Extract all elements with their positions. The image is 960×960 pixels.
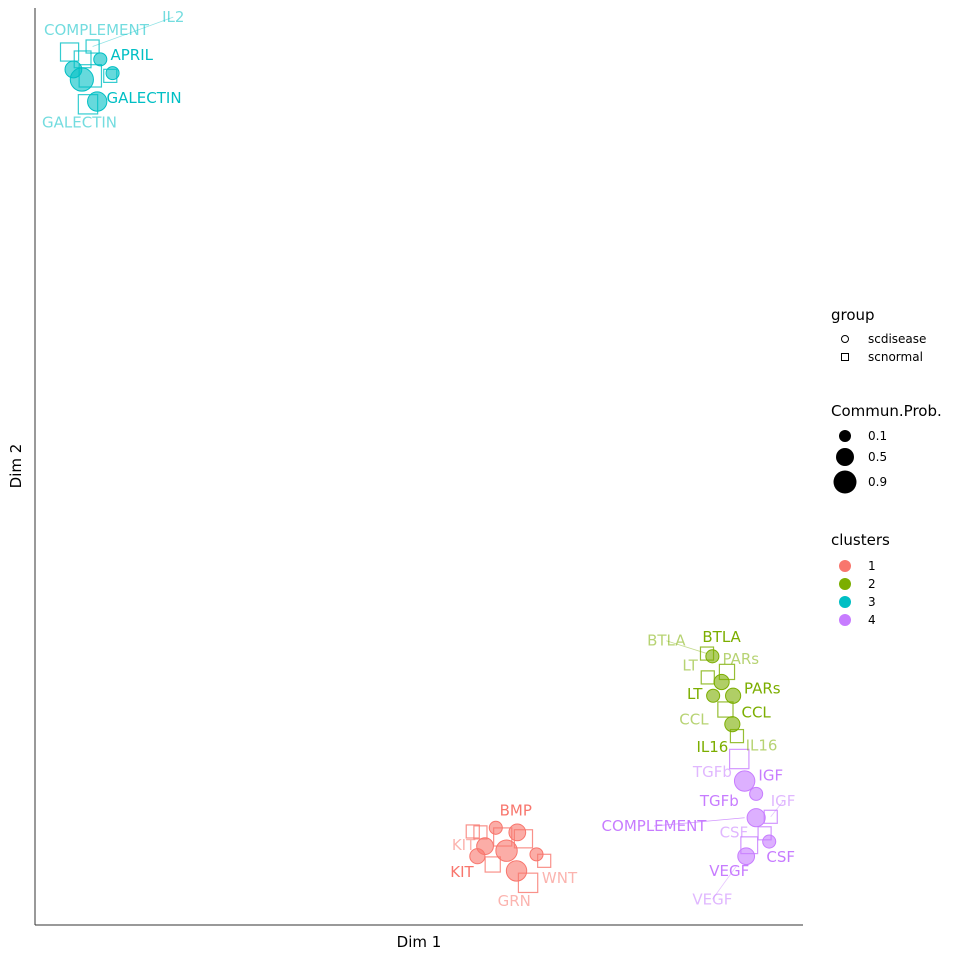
legend-cluster-item: 4 <box>868 613 876 627</box>
point-scnormal-cluster-3 <box>85 39 100 54</box>
legend-cluster-item: 2 <box>868 577 876 591</box>
x-axis-title: Dim 1 <box>397 933 442 951</box>
point-scdisease-cluster-4 <box>749 786 764 801</box>
point-scdisease-cluster-4 <box>737 847 756 866</box>
point-scdisease-cluster-1 <box>495 839 518 862</box>
point-label-csf: CSF <box>720 823 749 841</box>
leader-line <box>92 16 174 47</box>
leader-line <box>770 800 784 818</box>
legend-cluster-key <box>839 578 851 590</box>
point-label-galectin: GALECTIN <box>107 89 182 107</box>
legend-group: group scdisease scnormal <box>831 306 926 364</box>
point-label-galectin: GALECTIN <box>42 114 117 132</box>
point-scdisease-cluster-2 <box>705 649 720 664</box>
point-scnormal-cluster-3 <box>103 68 118 83</box>
point-label-vegf: VEGF <box>709 862 749 880</box>
legend-size-key <box>839 430 851 442</box>
point-scdisease-cluster-1 <box>508 823 527 842</box>
legend-size-item: 0.1 <box>868 429 887 443</box>
legend-size: Commun.Prob. 0.1 0.5 0.9 <box>831 402 942 494</box>
point-label-pars: PARs <box>744 679 781 697</box>
point-label-igf: IGF <box>758 767 783 785</box>
point-label-csf: CSF <box>766 848 795 866</box>
point-scdisease-cluster-4 <box>762 834 777 849</box>
point-scdisease-cluster-3 <box>69 67 94 92</box>
point-label-lt: LT <box>682 656 698 674</box>
leader-line <box>712 865 738 900</box>
point-labels: IL2 COMPLEMENT APRIL GALECTIN GALECTIN BMP KIT… <box>42 8 795 910</box>
point-scnormal-cluster-1 <box>484 856 501 873</box>
point-scnormal-cluster-1 <box>513 829 534 849</box>
point-scdisease-cluster-3 <box>93 52 108 67</box>
point-scdisease-cluster-4 <box>733 770 756 792</box>
point-scnormal-cluster-4 <box>728 748 750 770</box>
point-label-vegf: VEGF <box>692 890 732 908</box>
legend: group scdisease scnormal Commun.Prob. 0.… <box>831 306 942 627</box>
point-label-wnt: WNT <box>542 869 578 887</box>
point-label-pars: PARs <box>722 650 759 668</box>
point-scnormal-cluster-4 <box>763 809 778 824</box>
point-scnormal-cluster-2 <box>717 701 734 718</box>
point-label-btla: BTLA <box>702 628 741 646</box>
leader-line <box>653 817 745 827</box>
point-scnormal-cluster-1 <box>517 872 539 894</box>
point-label-ccl: CCL <box>679 711 709 729</box>
y-axis-title: Dim 2 <box>7 444 25 489</box>
point-label-il16: IL16 <box>696 738 728 756</box>
point-label-grn: GRN <box>498 892 531 910</box>
point-label-igf: IGF <box>771 792 796 810</box>
point-scdisease-cluster-1 <box>469 848 486 865</box>
legend-group-item: scdisease <box>868 332 926 346</box>
point-label-kit: KIT <box>452 836 476 854</box>
point-scnormal-cluster-3 <box>77 94 99 115</box>
legend-size-title: Commun.Prob. <box>831 402 942 420</box>
point-label-il2: IL2 <box>162 8 184 26</box>
legend-circle-key <box>841 335 849 343</box>
point-scnormal-cluster-1 <box>465 824 480 839</box>
legend-cluster-item: 3 <box>868 595 876 609</box>
legend-group-title: group <box>831 306 875 324</box>
point-label-kit: KIT <box>450 863 474 881</box>
legend-size-key <box>836 448 854 466</box>
point-label-tgfb: TGFb <box>699 792 739 810</box>
point-label-tgfb: TGFb <box>692 763 732 781</box>
legend-size-item: 0.9 <box>868 475 887 489</box>
point-label-lt: LT <box>687 685 703 703</box>
point-label-complement: COMPLEMENT <box>44 21 150 39</box>
legend-size-item: 0.5 <box>868 450 887 464</box>
point-label-april: APRIL <box>111 46 154 64</box>
point-scdisease-cluster-2 <box>724 716 741 733</box>
legend-cluster-key <box>839 614 851 626</box>
point-label-ccl: CCL <box>741 703 771 721</box>
plot-panel: IL2 COMPLEMENT APRIL GALECTIN GALECTIN BMP KIT… <box>34 8 803 926</box>
point-scnormal-cluster-2 <box>700 670 715 685</box>
legend-square-key <box>841 353 849 361</box>
point-scnormal-cluster-1 <box>537 853 552 868</box>
label-leader-lines <box>92 16 784 900</box>
legend-group-item: scnormal <box>868 350 923 364</box>
point-scdisease-cluster-1 <box>505 860 528 882</box>
point-label-bmp: BMP <box>500 801 532 819</box>
point-scnormal-cluster-2 <box>729 728 745 744</box>
legend-cluster-item: 1 <box>868 559 876 573</box>
legend-clusters-title: clusters <box>831 531 890 549</box>
point-scdisease-cluster-2 <box>713 673 730 691</box>
legend-clusters: clusters 1 2 3 4 <box>831 531 890 627</box>
data-points <box>59 39 778 894</box>
point-scnormal-cluster-3 <box>78 64 103 88</box>
legend-cluster-key <box>839 596 851 608</box>
point-scnormal-cluster-1 <box>473 825 488 840</box>
point-label-btla: BTLA <box>647 632 686 650</box>
point-scdisease-cluster-4 <box>746 808 766 828</box>
point-scnormal-cluster-3 <box>59 42 80 62</box>
point-label-complement: COMPLEMENT <box>602 817 708 835</box>
legend-cluster-key <box>839 560 851 572</box>
point-scdisease-cluster-2 <box>706 688 721 703</box>
point-scdisease-cluster-2 <box>725 687 742 704</box>
point-label-il16: IL16 <box>746 736 778 754</box>
legend-size-key <box>833 470 857 494</box>
